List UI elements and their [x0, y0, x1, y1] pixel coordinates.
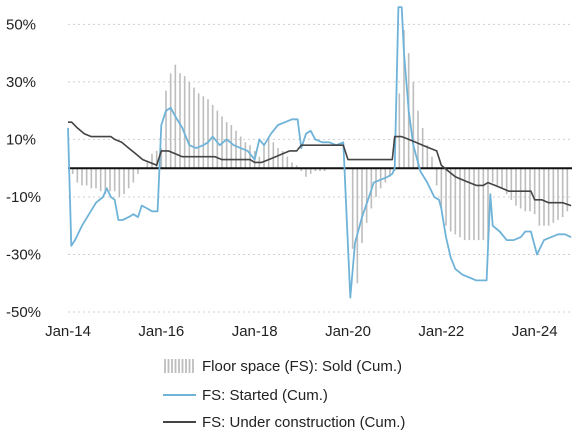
legend-label: FS: Started (Cum.)	[202, 387, 328, 404]
legend: Floor space (FS): Sold (Cum.) FS: Started…	[163, 358, 405, 431]
under-construction-line	[68, 121, 572, 207]
series-lines-layer	[67, 6, 572, 299]
legend-label: Floor space (FS): Sold (Cum.)	[202, 358, 402, 375]
y-tick-label: -10%	[6, 189, 41, 206]
y-tick-label: 30%	[6, 74, 36, 91]
sold-bars-layer	[71, 30, 569, 284]
x-tick-label: Jan-16	[138, 323, 184, 340]
x-tick-label: Jan-18	[232, 323, 278, 340]
x-tick-label: Jan-22	[418, 323, 464, 340]
y-tick-label: -30%	[6, 246, 41, 263]
y-tick-label: 50%	[6, 16, 36, 33]
x-axis-ticks: Jan-14 Jan-16 Jan-18 Jan-20 Jan-22 Jan-24	[45, 323, 558, 340]
y-tick-label: -50%	[6, 304, 41, 321]
x-tick-label: Jan-20	[325, 323, 371, 340]
x-tick-label: Jan-24	[512, 323, 558, 340]
y-tick-label: 10%	[6, 131, 36, 148]
started-line	[67, 6, 572, 299]
legend-label: FS: Under construction (Cum.)	[202, 414, 405, 431]
y-axis-ticks: 50% 30% 10% -10% -30% -50%	[6, 16, 41, 321]
x-tick-label: Jan-14	[45, 323, 91, 340]
